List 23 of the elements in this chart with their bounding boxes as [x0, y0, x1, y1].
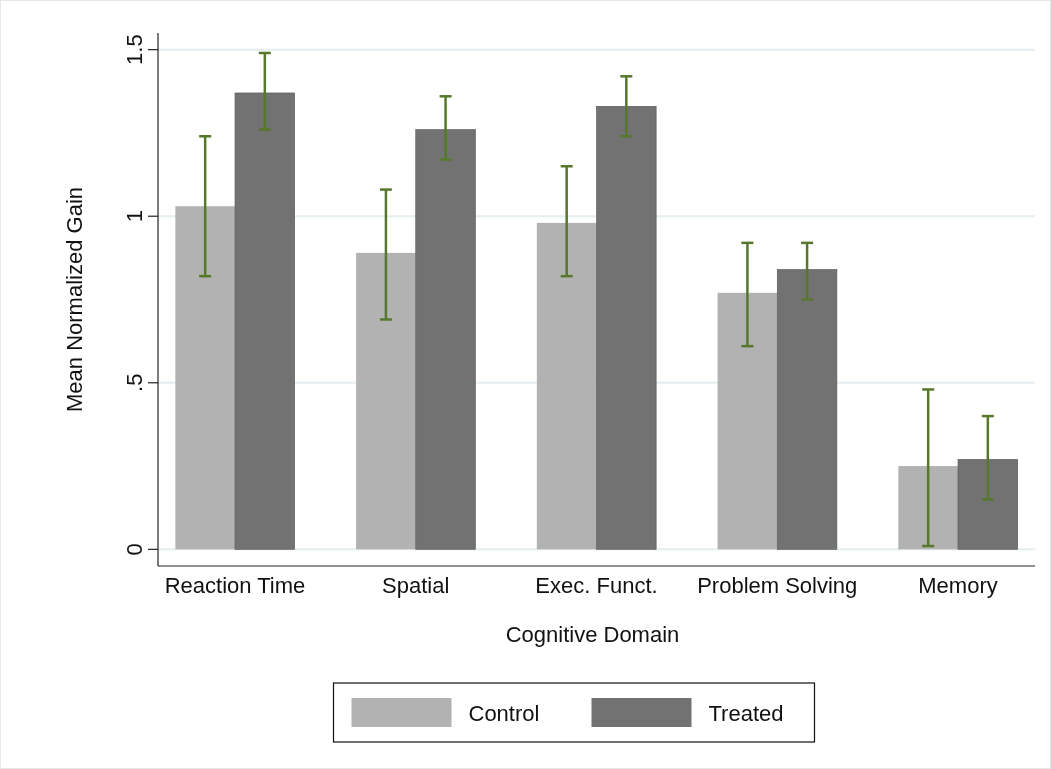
legend-label: Control [468, 701, 540, 726]
bar [776, 269, 838, 550]
bar [717, 292, 778, 550]
bar [175, 206, 235, 550]
y-tick-label: 1.5 [122, 34, 147, 65]
y-tick-label: .5 [122, 373, 147, 392]
x-axis-title: Cognitive Domain [505, 622, 680, 647]
x-tick-label: Spatial [382, 573, 450, 598]
bar [356, 252, 416, 550]
y-axis-title: Mean Normalized Gain [62, 187, 87, 412]
x-tick-label: Memory [918, 573, 998, 598]
x-tick-label: Reaction Time [164, 573, 306, 598]
x-tick-label: Exec. Funct. [535, 573, 658, 598]
bar [596, 105, 657, 550]
y-tick-label: 0 [122, 543, 147, 556]
legend-label: Treated [708, 701, 784, 726]
bar [898, 466, 958, 550]
bar [957, 459, 1018, 550]
x-tick-label: Problem Solving [697, 573, 858, 598]
bar [234, 92, 295, 550]
bar [536, 222, 597, 550]
bar [415, 129, 476, 550]
y-tick-label: 1 [122, 210, 147, 223]
